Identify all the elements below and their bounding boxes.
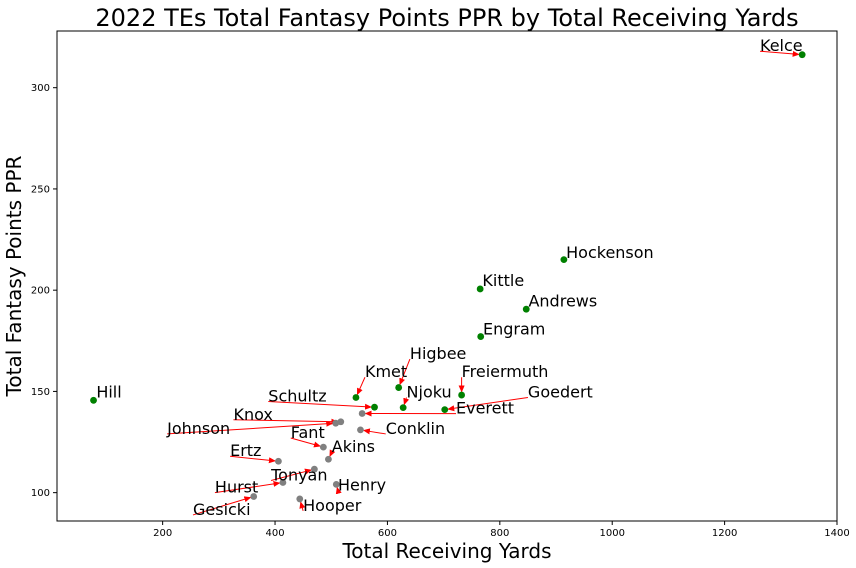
point-label: Tonyan [270,466,327,485]
point-label: Engram [483,320,545,339]
data-point [476,285,484,293]
point-label: Conklin [386,419,445,438]
data-point [357,426,364,434]
point-label: Hooper [303,496,362,515]
data-point [522,305,530,313]
point-label: Kelce [760,36,803,55]
x-tick-label: 800 [490,528,509,539]
data-point [319,443,327,451]
data-points [90,51,806,503]
point-label: Freiermuth [462,362,549,381]
annotation-arrow [214,480,281,494]
y-tick-label: 100 [31,488,50,499]
data-point [358,410,366,417]
annotation-arrow [329,449,336,457]
point-label: Schultz [268,387,326,406]
annotation-arrow [230,455,276,464]
point-label: Njoku [407,382,452,401]
point-label: Akins [332,437,375,456]
y-tick-label: 200 [31,286,50,297]
annotation-arrow [399,358,411,386]
point-label: Johnson [166,419,230,438]
annotation-arrow [192,496,252,516]
annotation-arrow [362,428,386,435]
point-label: Hockenson [566,243,654,262]
data-point [441,406,449,414]
annotation-arrow [233,418,339,425]
annotation-arrow [299,501,306,512]
point-label: Ertz [230,441,261,460]
x-tick-label: 1400 [824,528,849,539]
annotation-arrow [356,377,366,396]
point-label: Goedert [528,382,593,401]
chart-title: 2022 TEs Total Fantasy Points PPR by Tot… [95,4,798,32]
data-point [325,455,332,463]
data-point [395,384,403,391]
x-tick-label: 400 [265,528,284,539]
annotation-arrow [167,420,334,435]
y-tick-label: 150 [31,387,50,398]
y-axis-label: Total Fantasy Points PPR [2,155,26,397]
annotation-arrow [270,468,312,481]
point-label: Knox [233,405,272,424]
y-tick-label: 300 [31,83,50,94]
annotation-arrow [290,437,321,448]
point-label: Andrews [528,291,597,310]
x-tick-label: 1000 [599,528,624,539]
point-label: Hurst [215,478,258,497]
data-point [250,493,258,500]
data-point [458,391,466,399]
y-tick-label: 250 [31,184,50,195]
point-label: Higbee [410,344,466,363]
data-point [310,465,318,473]
annotation-arrow [403,397,410,406]
axis-ticks: 200 400 600 800 1000 1200 1400 100 150 200 250 300 [31,83,850,539]
annotation-arrows [167,50,800,516]
point-label: Hill [96,382,121,401]
data-point [332,419,340,427]
data-point [560,256,568,263]
data-point [90,396,97,404]
point-label: Kmet [365,362,407,381]
annotation-arrow [447,396,528,412]
point-label: Fant [291,423,325,442]
point-label: Henry [338,476,386,495]
data-point [399,404,407,412]
data-point [279,479,287,486]
x-axis-label: Total Receiving Yards [341,539,551,563]
annotation-arrow [268,401,373,410]
x-tick-label: 1200 [712,528,737,539]
x-tick-label: 200 [153,528,172,539]
point-label: Gesicki [193,500,251,519]
annotation-arrow [335,486,342,495]
plot-area-frame [56,30,838,522]
data-point [352,394,360,401]
data-point [798,51,806,59]
point-label: Everett [456,399,514,418]
point-label: Kittle [482,271,524,290]
point-labels: KelceHockensonKittleAndrewsEngramHigbeeK… [96,36,802,519]
annotation-arrow [759,50,800,57]
x-tick-label: 600 [378,528,397,539]
data-point [477,333,485,340]
data-point [371,403,378,411]
data-point [332,480,340,488]
data-point [275,457,282,465]
data-point [296,495,304,503]
